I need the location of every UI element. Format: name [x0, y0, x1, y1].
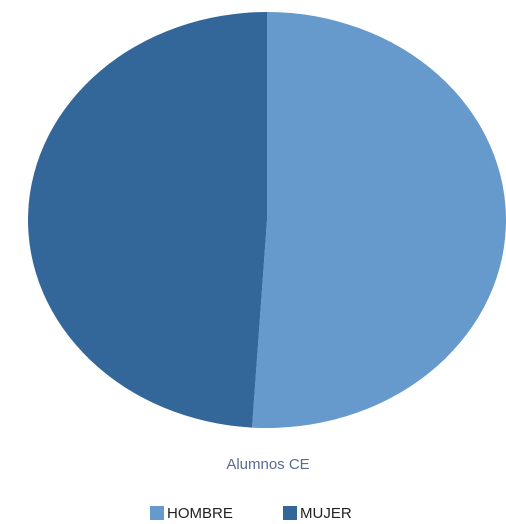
pie-slice: [251, 12, 506, 428]
legend-swatch: [283, 506, 297, 520]
legend-label: HOMBRE: [167, 505, 233, 522]
chart-title: Alumnos CE: [226, 456, 309, 473]
legend-swatch: [150, 506, 164, 520]
legend: HOMBRE MUJER: [150, 505, 352, 522]
pie-slice: [27, 12, 267, 428]
pie: [27, 12, 506, 428]
legend-label: MUJER: [300, 505, 352, 522]
